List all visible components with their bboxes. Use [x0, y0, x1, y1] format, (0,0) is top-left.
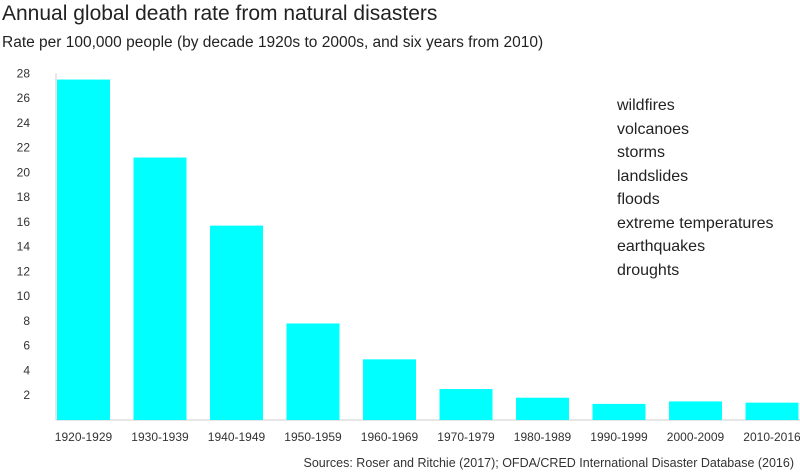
legend-item: earthquakes [617, 238, 706, 255]
x-tick-label: 1990-1999 [590, 430, 648, 444]
x-tick-label: 2010-2016 [743, 430, 800, 444]
x-tick-label: 2000-2009 [667, 430, 725, 444]
bar-1930-1939 [133, 157, 187, 420]
legend-item: floods [617, 191, 660, 208]
x-tick-label: 1930-1939 [131, 430, 189, 444]
y-tick-label: 22 [17, 141, 31, 155]
legend-item: storms [617, 144, 665, 161]
y-tick-label: 28 [17, 66, 31, 80]
legend-item: landslides [617, 167, 689, 185]
legend-item: wildfires [617, 97, 675, 114]
chart-subtitle: Rate per 100,000 people (by decade 1920s… [2, 34, 544, 51]
x-tick-label: 1950-1959 [284, 430, 342, 444]
y-tick-label: 10 [17, 289, 31, 303]
y-tick-label: 16 [17, 215, 31, 229]
y-tick-label: 12 [17, 264, 31, 278]
bar-1950-1959 [286, 323, 340, 420]
chart-title: Annual global death rate from natural di… [2, 2, 438, 25]
x-tick-label: 1970-1979 [437, 430, 495, 444]
bar-1920-1929 [57, 79, 110, 421]
y-tick-label: 18 [17, 190, 31, 204]
source-note: Sources: Roser and Ritchie (2017); OFDA/… [303, 456, 795, 470]
y-tick-label: 6 [23, 339, 30, 353]
x-tick-label: 1940-1949 [208, 430, 266, 444]
x-tick-label: 1960-1969 [361, 430, 419, 444]
y-tick-label: 20 [17, 165, 31, 179]
bar-2010-2016 [745, 402, 799, 420]
bar-1970-1979 [439, 389, 493, 420]
bar-1980-1989 [516, 397, 569, 420]
x-tick-label: 1920-1929 [55, 430, 113, 444]
bar-1990-1999 [592, 403, 646, 420]
legend-item: volcanoes [617, 120, 690, 138]
legend: wildfires volcanoes storms landslides floods… [617, 94, 774, 282]
legend-item: extreme temperatures [617, 214, 774, 232]
bar-1940-1949 [210, 225, 263, 420]
y-tick-label: 14 [17, 240, 31, 254]
y-tick-label: 8 [23, 314, 30, 328]
x-tick-label: 1980-1989 [514, 430, 572, 444]
y-tick-label: 26 [17, 91, 31, 105]
legend-item: droughts [617, 261, 680, 279]
y-tick-label: 24 [17, 116, 31, 130]
bar-1960-1969 [363, 359, 416, 420]
bar-2000-2009 [669, 401, 722, 420]
y-tick-label: 4 [23, 363, 30, 377]
y-tick-label: 2 [23, 388, 30, 402]
